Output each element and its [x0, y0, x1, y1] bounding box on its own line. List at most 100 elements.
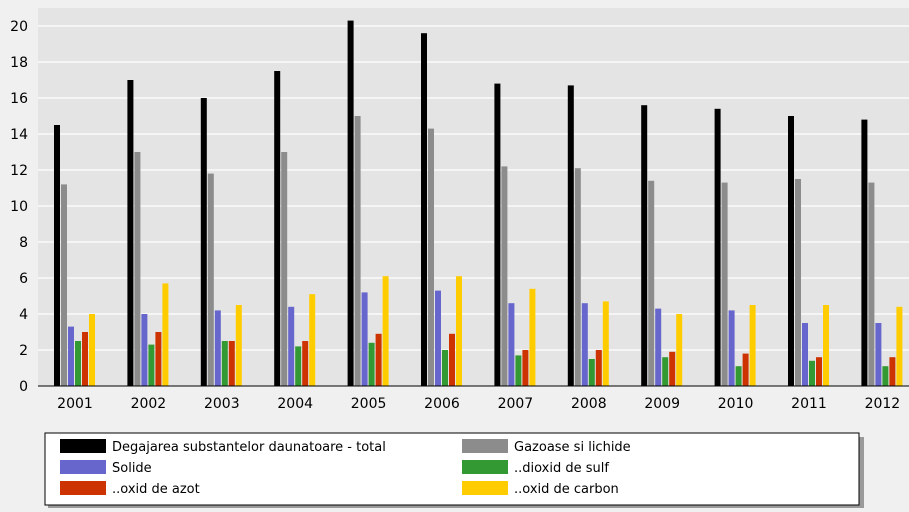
- bar: [823, 305, 829, 386]
- x-tick-label: 2005: [351, 396, 387, 412]
- x-tick-label: 2004: [277, 396, 313, 412]
- bar: [421, 33, 427, 386]
- bar: [875, 323, 882, 386]
- bar: [567, 85, 574, 387]
- legend-swatch: [60, 439, 106, 453]
- bar: [882, 366, 889, 386]
- bar: [228, 341, 235, 386]
- x-tick-label: 2008: [571, 396, 607, 412]
- bar: [200, 98, 207, 386]
- bar: [302, 341, 309, 386]
- bar: [595, 350, 602, 386]
- bar: [515, 355, 522, 386]
- bar: [588, 359, 595, 386]
- bar: [861, 119, 868, 386]
- x-tick-labels: 2001 2002 2003 2004 2005 2006 2007 2008 2009 2010…: [57, 396, 900, 412]
- bar: [134, 152, 141, 386]
- legend-swatch: [462, 460, 508, 474]
- x-tick-label: 2009: [644, 396, 680, 412]
- bar: [648, 180, 655, 386]
- bar: [795, 179, 801, 386]
- y-tick-label: 0: [19, 379, 28, 395]
- bar: [442, 350, 448, 386]
- y-tick-label: 18: [10, 55, 28, 71]
- legend-swatch: [60, 460, 106, 474]
- x-tick-label: 2012: [865, 396, 901, 412]
- bar: [456, 276, 462, 386]
- bar: [309, 294, 316, 386]
- bar: [281, 152, 288, 386]
- legend-items: Degajarea substantelor daunatoare - tota…: [60, 439, 631, 497]
- bar: [602, 301, 609, 386]
- x-tick-label: 2001: [57, 396, 93, 412]
- bar: [214, 310, 221, 386]
- bar: [728, 310, 735, 386]
- plot-area: [38, 8, 909, 386]
- bar: [162, 283, 169, 386]
- x-tick-label: 2011: [791, 396, 827, 412]
- y-tick-label: 10: [10, 199, 28, 215]
- bar: [501, 166, 508, 386]
- bar: [662, 357, 669, 386]
- bar: [235, 305, 242, 386]
- y-tick-label: 6: [19, 271, 28, 287]
- bar: [361, 292, 368, 386]
- bar: [449, 333, 455, 386]
- bar: [221, 341, 228, 386]
- bar: [127, 80, 134, 386]
- x-tick-label: 2006: [424, 396, 460, 412]
- x-tick-label: 2003: [204, 396, 240, 412]
- bar: [816, 357, 822, 386]
- bar: [382, 276, 389, 386]
- y-tick-label: 2: [19, 343, 28, 359]
- bar: [735, 366, 742, 386]
- bar: [529, 288, 536, 386]
- legend-box: [44, 432, 860, 506]
- legend-swatch: [462, 439, 508, 453]
- legend-label: Gazoase si lichide: [514, 440, 631, 455]
- bar: [889, 357, 896, 386]
- bar: [574, 168, 581, 386]
- legend-label: Solide: [112, 461, 152, 476]
- bar: [288, 306, 295, 386]
- y-tick-label: 12: [10, 163, 28, 179]
- grid-lines: [38, 25, 909, 351]
- bar: [54, 125, 60, 386]
- bar: [494, 83, 501, 386]
- x-tick-label: 2010: [718, 396, 754, 412]
- bar: [721, 182, 728, 386]
- bar: [75, 341, 81, 386]
- bar: [581, 303, 588, 386]
- legend-label: ..dioxid de sulf: [514, 461, 609, 476]
- y-tick-label: 14: [10, 127, 28, 143]
- bar: [155, 332, 162, 386]
- bar: [274, 71, 281, 386]
- bar: [428, 128, 434, 386]
- bar: [868, 182, 875, 386]
- bar: [896, 306, 903, 386]
- bar: [676, 314, 683, 386]
- legend-swatch: [60, 481, 106, 495]
- bar: [295, 346, 302, 386]
- bar: [655, 308, 662, 386]
- bar: [61, 184, 67, 386]
- bar: [669, 351, 676, 386]
- bar: [508, 303, 515, 386]
- x-tick-label: 2002: [131, 396, 167, 412]
- bar: [749, 305, 756, 386]
- bar: [522, 350, 529, 386]
- bar: [148, 344, 155, 386]
- legend-swatch: [462, 481, 508, 495]
- legend-label: ..oxid de azot: [112, 482, 200, 497]
- bar: [809, 360, 815, 386]
- bar: [802, 323, 808, 386]
- bar: [347, 20, 354, 386]
- bar: [368, 342, 375, 386]
- bar: [641, 105, 648, 386]
- bar: [89, 314, 95, 386]
- y-tick-label: 16: [10, 91, 28, 107]
- bar: [82, 332, 88, 386]
- bar: [207, 173, 214, 386]
- bar: [788, 116, 794, 386]
